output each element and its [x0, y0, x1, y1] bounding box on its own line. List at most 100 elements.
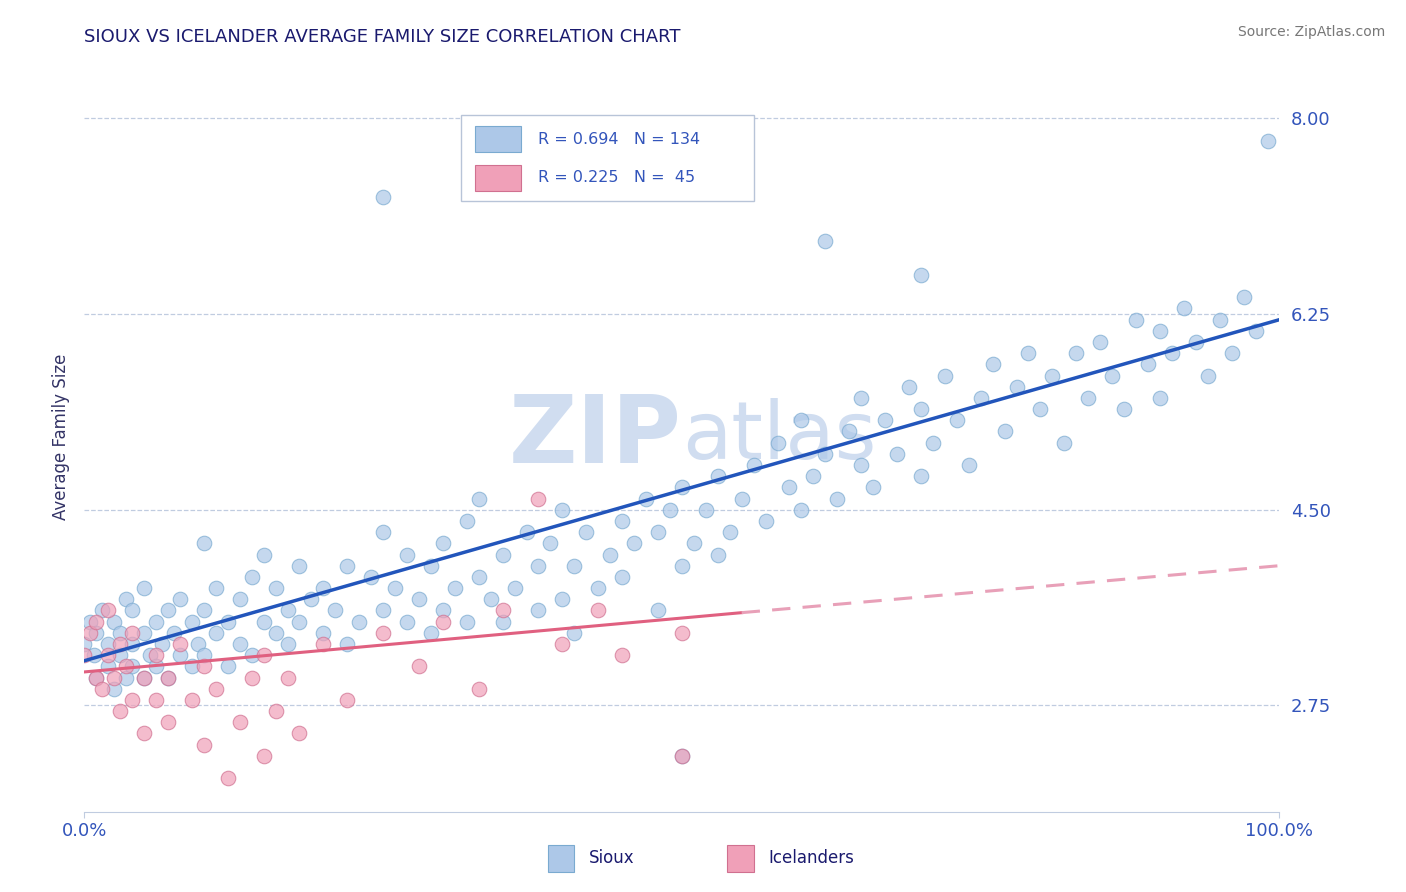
- Point: [456, 615, 478, 629]
- Point: [612, 514, 634, 528]
- Point: [862, 480, 884, 494]
- Point: [253, 548, 276, 562]
- Point: [181, 693, 204, 707]
- Point: [827, 491, 849, 506]
- Point: [91, 681, 114, 696]
- Point: [163, 625, 186, 640]
- Point: [766, 435, 789, 450]
- Point: [432, 536, 454, 550]
- Point: [875, 413, 897, 427]
- Point: [103, 681, 125, 696]
- Point: [169, 637, 191, 651]
- Point: [1053, 435, 1076, 450]
- Point: [1042, 368, 1064, 383]
- Point: [898, 380, 921, 394]
- Point: [922, 435, 945, 450]
- Point: [205, 581, 228, 595]
- Point: [432, 603, 454, 617]
- Point: [671, 625, 693, 640]
- Point: [910, 268, 932, 282]
- Point: [540, 536, 562, 550]
- Point: [384, 581, 406, 595]
- Point: [659, 502, 682, 516]
- Point: [432, 615, 454, 629]
- Point: [1029, 402, 1052, 417]
- Point: [599, 548, 621, 562]
- Point: [145, 693, 167, 707]
- Point: [229, 592, 252, 607]
- Point: [396, 548, 419, 562]
- Point: [115, 592, 138, 607]
- Point: [97, 637, 120, 651]
- Point: [527, 558, 550, 573]
- Text: R = 0.694   N = 134: R = 0.694 N = 134: [538, 131, 700, 146]
- Point: [551, 592, 574, 607]
- Point: [1137, 358, 1160, 372]
- Point: [157, 671, 180, 685]
- Point: [91, 603, 114, 617]
- Point: [492, 548, 515, 562]
- Point: [115, 659, 138, 673]
- Point: [157, 671, 180, 685]
- Point: [1101, 368, 1123, 383]
- Point: [79, 615, 101, 629]
- Point: [110, 625, 132, 640]
- Point: [79, 625, 101, 640]
- Point: [312, 625, 335, 640]
- Point: [121, 659, 143, 673]
- Point: [97, 648, 120, 662]
- Point: [132, 671, 156, 685]
- Point: [253, 648, 276, 662]
- FancyBboxPatch shape: [548, 846, 575, 871]
- Point: [527, 491, 550, 506]
- Point: [408, 592, 430, 607]
- Point: [145, 659, 167, 673]
- Point: [503, 581, 526, 595]
- Point: [97, 603, 120, 617]
- Point: [205, 681, 228, 696]
- Point: [97, 659, 120, 673]
- FancyBboxPatch shape: [727, 846, 754, 871]
- Point: [588, 581, 610, 595]
- Point: [564, 625, 586, 640]
- Point: [779, 480, 801, 494]
- Point: [132, 581, 156, 595]
- Point: [121, 693, 143, 707]
- Point: [83, 648, 105, 662]
- FancyBboxPatch shape: [475, 126, 520, 152]
- Point: [755, 514, 778, 528]
- Point: [408, 659, 430, 673]
- Point: [468, 491, 491, 506]
- Point: [910, 402, 932, 417]
- Point: [1066, 346, 1088, 360]
- Point: [277, 637, 299, 651]
- Point: [110, 637, 132, 651]
- Point: [623, 536, 645, 550]
- Point: [444, 581, 467, 595]
- FancyBboxPatch shape: [475, 165, 520, 191]
- Point: [193, 659, 215, 673]
- Point: [217, 771, 239, 785]
- Point: [1220, 346, 1243, 360]
- Point: [253, 615, 276, 629]
- Point: [86, 625, 108, 640]
- Point: [264, 625, 287, 640]
- Point: [86, 615, 108, 629]
- Point: [934, 368, 956, 383]
- Point: [981, 358, 1004, 372]
- Point: [360, 570, 382, 584]
- Point: [121, 625, 143, 640]
- Point: [851, 391, 873, 405]
- Point: [169, 648, 191, 662]
- Point: [193, 603, 215, 617]
- Point: [157, 603, 180, 617]
- Point: [139, 648, 162, 662]
- Point: [240, 671, 263, 685]
- Point: [217, 659, 239, 673]
- Point: [636, 491, 658, 506]
- Point: [957, 458, 980, 472]
- Point: [910, 469, 932, 483]
- Point: [1161, 346, 1184, 360]
- Point: [336, 637, 359, 651]
- Point: [288, 726, 311, 740]
